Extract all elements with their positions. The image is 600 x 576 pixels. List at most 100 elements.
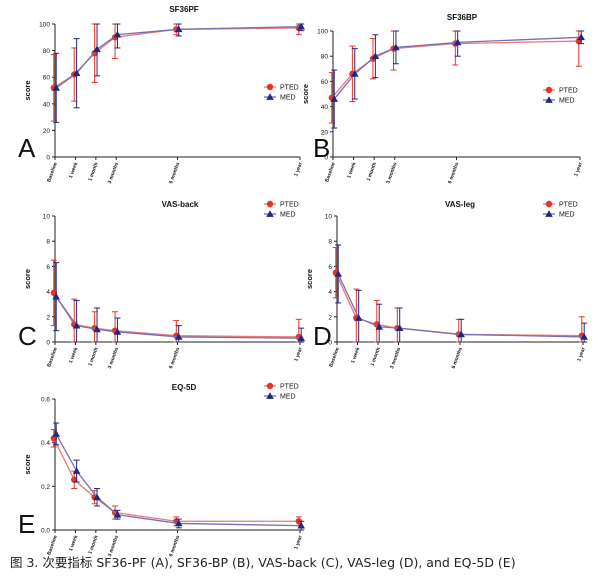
y-tick-label: 80 bbox=[321, 54, 329, 61]
panel-letter: E bbox=[18, 509, 35, 539]
chart-panel-a: SF36PF 0 20 40 60 80 100 score Baseline 1 week 1 m… bbox=[18, 5, 305, 185]
legend-label: PTED bbox=[280, 85, 299, 92]
data-point bbox=[297, 22, 305, 30]
figure-caption: 图 3. 次要指标 SF36-PF (A), SF36-BP (B), VAS-… bbox=[10, 555, 516, 570]
data-point bbox=[113, 30, 122, 38]
legend-swatch-marker bbox=[545, 200, 553, 208]
x-tick-label: 1 year bbox=[576, 347, 587, 363]
series-pted bbox=[50, 259, 302, 343]
data-point bbox=[71, 476, 78, 483]
data-point bbox=[93, 325, 101, 333]
x-tick-label: 6 months bbox=[168, 346, 181, 369]
series-pted bbox=[332, 247, 585, 343]
series-med bbox=[52, 22, 305, 123]
series-line bbox=[55, 433, 302, 527]
data-point bbox=[174, 333, 183, 340]
chart-legend: PTED MED bbox=[264, 382, 299, 401]
series-med bbox=[52, 262, 305, 343]
y-tick-label: 0.6 bbox=[41, 397, 50, 404]
y-tick-label: 0.0 bbox=[41, 528, 50, 535]
y-axis-label: score bbox=[23, 80, 32, 100]
chart-legend: PTED MED bbox=[543, 86, 578, 105]
chart-panel-b: SF36BP 0 20 40 60 80 100 score Baseline 1 week 1 m… bbox=[301, 13, 585, 185]
y-tick-label: 10 bbox=[43, 214, 51, 221]
legend-swatch-marker bbox=[545, 210, 553, 217]
chart-title: SF36BP bbox=[447, 13, 478, 22]
chart-title: SF36PF bbox=[169, 5, 198, 14]
y-tick-label: 2 bbox=[328, 314, 332, 321]
data-point bbox=[392, 43, 400, 51]
x-tick-label: 1 year bbox=[573, 162, 584, 178]
y-axis-label: score bbox=[23, 269, 32, 289]
x-tick-label: Baseline bbox=[46, 346, 59, 368]
y-tick-label: 0 bbox=[328, 340, 332, 347]
chart-title: VAS-back bbox=[162, 200, 199, 209]
data-point bbox=[113, 328, 122, 335]
legend-swatch-marker bbox=[266, 210, 274, 217]
panel-letter: C bbox=[18, 321, 37, 351]
legend-label: PTED bbox=[280, 202, 299, 209]
data-point bbox=[334, 270, 342, 277]
data-point bbox=[113, 510, 122, 518]
x-tick-label: 1 month bbox=[366, 162, 378, 182]
x-tick-label: 1 week bbox=[68, 346, 79, 364]
data-point bbox=[93, 45, 101, 53]
data-point bbox=[354, 314, 363, 321]
y-axis-label: score bbox=[23, 454, 32, 474]
y-tick-label: 100 bbox=[39, 22, 50, 29]
y-tick-label: 0.4 bbox=[41, 440, 50, 447]
x-tick-label: 1 year bbox=[293, 347, 304, 363]
data-point bbox=[52, 292, 60, 300]
data-point bbox=[297, 521, 305, 529]
legend-label: PTED bbox=[559, 202, 578, 209]
series-line bbox=[331, 40, 579, 99]
legend-swatch-marker bbox=[545, 96, 553, 103]
y-tick-label: 0 bbox=[46, 340, 50, 347]
legend-swatch-marker bbox=[266, 392, 274, 399]
legend-label: PTED bbox=[559, 88, 578, 95]
series-pted bbox=[50, 23, 302, 122]
series-line bbox=[55, 296, 302, 339]
y-tick-label: 6 bbox=[46, 264, 50, 271]
x-tick-label: 1 month bbox=[87, 347, 99, 367]
y-tick-label: 100 bbox=[317, 29, 328, 36]
x-tick-label: 1 month bbox=[370, 347, 382, 367]
y-tick-label: 10 bbox=[325, 214, 333, 221]
legend-label: MED bbox=[280, 394, 296, 401]
legend-label: MED bbox=[280, 212, 296, 219]
data-point bbox=[453, 38, 462, 46]
y-axis-label: score bbox=[301, 84, 310, 104]
legend-label: MED bbox=[559, 98, 575, 105]
x-tick-label: 1 week bbox=[68, 161, 79, 179]
legend-swatch-marker bbox=[266, 200, 274, 208]
x-tick-label: 3 months bbox=[385, 161, 398, 184]
data-point bbox=[371, 52, 380, 60]
x-tick-label: Baseline bbox=[324, 161, 337, 183]
x-tick-label: 1 year bbox=[293, 535, 304, 551]
data-point bbox=[52, 430, 60, 437]
series-line bbox=[53, 27, 299, 89]
y-tick-label: 0 bbox=[324, 155, 328, 162]
data-point bbox=[350, 70, 359, 77]
y-tick-label: 2 bbox=[46, 314, 50, 321]
series-med bbox=[334, 244, 588, 343]
x-tick-label: 1 week bbox=[68, 534, 79, 552]
series-line bbox=[53, 292, 299, 338]
y-tick-label: 4 bbox=[46, 289, 50, 296]
y-tick-label: 6 bbox=[328, 264, 332, 271]
series-line bbox=[333, 36, 582, 100]
x-tick-label: 1 year bbox=[293, 162, 304, 178]
chart-title: EQ-5D bbox=[172, 383, 197, 392]
x-tick-label: 3 months bbox=[107, 161, 120, 184]
y-tick-label: 0 bbox=[46, 155, 50, 162]
y-tick-label: 8 bbox=[46, 239, 50, 246]
x-tick-label: 1 week bbox=[346, 161, 357, 179]
chart-legend: PTED MED bbox=[264, 83, 299, 102]
data-point bbox=[72, 321, 81, 329]
x-tick-label: 6 months bbox=[447, 161, 460, 184]
x-tick-label: 1 week bbox=[350, 346, 361, 364]
y-tick-label: 80 bbox=[43, 48, 51, 55]
y-tick-label: 8 bbox=[328, 239, 332, 246]
